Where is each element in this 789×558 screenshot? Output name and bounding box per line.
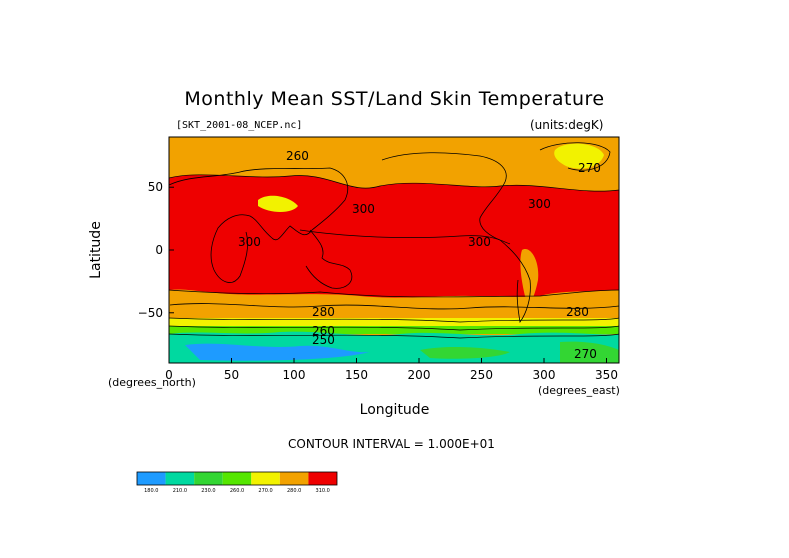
x-tick-label: 100 bbox=[283, 368, 306, 382]
coastlines bbox=[169, 142, 619, 323]
colorbar-label: 270.0 bbox=[258, 488, 272, 494]
contour-label: 280 bbox=[312, 305, 335, 319]
contour-label: 270 bbox=[574, 347, 597, 361]
contour-label: 300 bbox=[468, 235, 491, 249]
contour-lines bbox=[169, 174, 619, 339]
colorbar-label: 210.0 bbox=[173, 488, 187, 494]
band-green-2 bbox=[560, 341, 619, 363]
map-field bbox=[169, 137, 619, 363]
band-blue-east-antarctica bbox=[185, 343, 370, 361]
y-tick-label: −50 bbox=[138, 306, 163, 320]
colorbar-label: 230.0 bbox=[201, 488, 215, 494]
band-lime bbox=[169, 326, 619, 334]
colorbar-swatch bbox=[279, 472, 309, 485]
colorbar-swatch bbox=[308, 472, 337, 485]
contour-interval-note: CONTOUR INTERVAL = 1.000E+01 bbox=[288, 437, 495, 451]
x-axis-label-text: Longitude bbox=[359, 402, 430, 418]
y-tick-label: 0 bbox=[155, 243, 163, 257]
contour-label: 300 bbox=[528, 197, 551, 211]
x-axis-unit: (degrees_east) bbox=[538, 384, 620, 397]
band-orange-andes bbox=[520, 249, 539, 304]
colorbar-label: 280.0 bbox=[287, 488, 301, 494]
band-green bbox=[420, 346, 510, 359]
x-tick-label: 300 bbox=[533, 368, 556, 382]
contour-label: 260 bbox=[286, 149, 309, 163]
file-label: [SKT_2001-08_NCEP.nc] bbox=[176, 120, 303, 131]
x-tick-label: 200 bbox=[408, 368, 431, 382]
colorbar-swatch bbox=[194, 472, 223, 485]
colorbar-label: 180.0 bbox=[144, 488, 158, 494]
x-tick-label: 350 bbox=[595, 368, 618, 382]
x-tick-label: 250 bbox=[470, 368, 493, 382]
colorbar-frame bbox=[136, 471, 338, 486]
colorbar-swatch bbox=[165, 472, 195, 485]
colorbar: 180.0 210.0 230.0 260.0 270.0 280.0 310.0 bbox=[136, 471, 338, 494]
colorbar-swatch bbox=[251, 472, 280, 485]
chart-title: Monthly Mean SST/Land Skin Temperature bbox=[184, 88, 605, 110]
y-tick-group: 50 0 −50 bbox=[138, 180, 174, 320]
x-tick-label: 50 bbox=[224, 368, 239, 382]
colorbar-swatch bbox=[137, 472, 166, 485]
colorbar-swatch bbox=[222, 472, 252, 485]
x-tick-label: 150 bbox=[345, 368, 368, 382]
contour-label: 300 bbox=[352, 202, 375, 216]
x-tick-group: 0 50 100 150 200 250 300 350 bbox=[165, 358, 618, 382]
contour-label: 270 bbox=[578, 161, 601, 175]
contour-label: 280 bbox=[566, 305, 589, 319]
band-yellow-south bbox=[169, 318, 619, 328]
colorbar-label: 310.0 bbox=[316, 488, 330, 494]
x-axis-label: Longitude bbox=[0, 402, 789, 418]
contour-label: 250 bbox=[312, 333, 335, 347]
x-tick-label: 0 bbox=[165, 368, 173, 382]
colorbar-label: 260.0 bbox=[230, 488, 244, 494]
units-label: (units:degK) bbox=[530, 118, 604, 132]
contour-label: 260 bbox=[312, 324, 335, 338]
y-axis-unit: (degrees_north) bbox=[108, 376, 196, 389]
contour-label-group: 300 300 300 280 280 260 250 270 270 260 … bbox=[238, 149, 601, 361]
contour-label: 300 bbox=[238, 235, 261, 249]
band-yellow-greenland bbox=[554, 143, 604, 169]
y-tick-label: 50 bbox=[148, 180, 163, 194]
band-yellow-tibet bbox=[258, 195, 298, 212]
